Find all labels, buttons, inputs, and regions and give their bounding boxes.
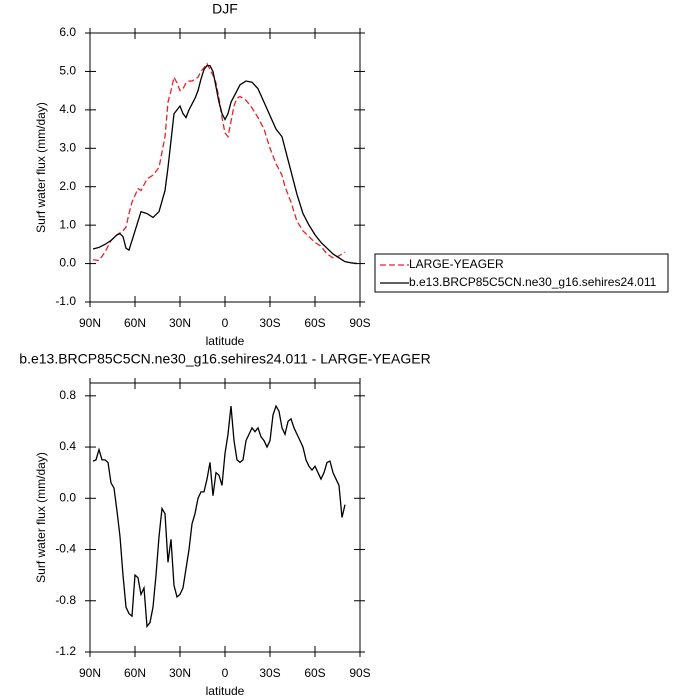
chart-title: b.e13.BRCP85C5CN.ne30_g16.sehires24.011 …	[19, 351, 430, 367]
y-tick-label: 5.0	[59, 64, 76, 78]
y-tick-label: -1.2	[55, 644, 76, 658]
y-tick-label: 4.0	[59, 102, 76, 116]
y-tick-label: -1.0	[55, 294, 76, 308]
plot-frame	[89, 32, 361, 303]
y-tick-label: 0.0	[59, 256, 76, 270]
y-tick-label: 0.8	[59, 388, 76, 402]
x-tick-label: 90N	[79, 316, 101, 330]
y-tick-label: 2.0	[59, 179, 76, 193]
y-tick-label: -0.8	[55, 593, 76, 607]
x-tick-label: 30S	[259, 316, 280, 330]
y-axis-label: Surf water flux (mm/day)	[34, 452, 48, 583]
x-tick-label: 0	[222, 316, 229, 330]
y-tick-label: 3.0	[59, 140, 76, 154]
x-tick-label: 90S	[349, 666, 370, 680]
x-tick-label: 90N	[79, 666, 101, 680]
x-tick-label: 90S	[349, 316, 370, 330]
x-tick-label: 0	[222, 666, 229, 680]
y-tick-label: -0.4	[55, 542, 76, 556]
legend-label: b.e13.BRCP85C5CN.ne30_g16.sehires24.011	[409, 275, 657, 289]
chart-title: DJF	[212, 1, 238, 17]
y-tick-label: 0.0	[59, 490, 76, 504]
x-tick-label: 30N	[169, 666, 191, 680]
y-tick-label: 6.0	[59, 25, 76, 39]
x-axis-label: latitude	[206, 334, 245, 348]
data-line	[92, 65, 358, 265]
y-axis-label: Surf water flux (mm/day)	[34, 102, 48, 233]
x-tick-label: 30N	[169, 316, 191, 330]
x-axis-label: latitude	[206, 684, 245, 698]
plot-frame	[89, 382, 361, 653]
y-tick-label: 0.4	[59, 439, 76, 453]
data-line	[92, 404, 346, 629]
data-line	[92, 62, 346, 262]
legend-box	[374, 253, 669, 293]
y-tick-label: 1.0	[59, 217, 76, 231]
x-tick-label: 60S	[304, 316, 325, 330]
x-tick-label: 60N	[124, 666, 146, 680]
x-tick-label: 60N	[124, 316, 146, 330]
x-tick-label: 60S	[304, 666, 325, 680]
x-tick-label: 30S	[259, 666, 280, 680]
legend-label: LARGE-YEAGER	[409, 257, 504, 271]
